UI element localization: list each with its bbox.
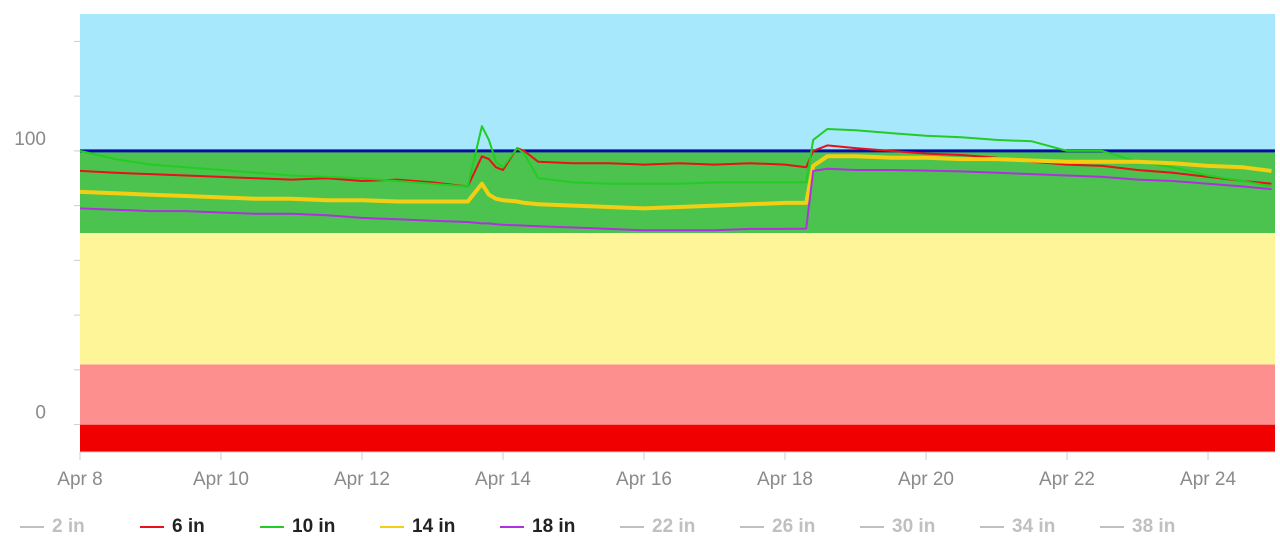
band	[80, 424, 1275, 452]
x-tick-label: Apr 10	[193, 469, 249, 490]
band	[80, 233, 1275, 365]
x-tick-label: Apr 12	[334, 469, 390, 490]
band	[80, 364, 1275, 425]
series-line	[79, 167, 1272, 232]
x-tick-label: Apr 16	[616, 469, 672, 490]
legend-label[interactable]: 10 in	[292, 516, 335, 537]
legend-label[interactable]: 34 in	[1012, 516, 1055, 537]
x-tick-label: Apr 22	[1039, 469, 1095, 490]
series-line	[79, 125, 1272, 188]
x-tick-label: Apr 8	[57, 469, 102, 490]
y-tick-label: 0	[35, 403, 46, 424]
legend-label[interactable]: 18 in	[532, 516, 575, 537]
legend-label[interactable]: 38 in	[1132, 516, 1175, 537]
band	[80, 14, 1275, 151]
y-tick-label: 100	[14, 129, 46, 150]
legend-label[interactable]: 26 in	[772, 516, 815, 537]
series-line	[79, 154, 1272, 211]
legend-label[interactable]: 2 in	[52, 516, 85, 537]
x-tick-label: Apr 18	[757, 469, 813, 490]
legend-label[interactable]: 6 in	[172, 516, 205, 537]
x-tick-label: Apr 24	[1180, 469, 1236, 490]
x-tick-label: Apr 14	[475, 469, 531, 490]
legend-label[interactable]: 30 in	[892, 516, 935, 537]
legend-label[interactable]: 22 in	[652, 516, 695, 537]
x-tick-label: Apr 20	[898, 469, 954, 490]
legend-label[interactable]: 14 in	[412, 516, 455, 537]
